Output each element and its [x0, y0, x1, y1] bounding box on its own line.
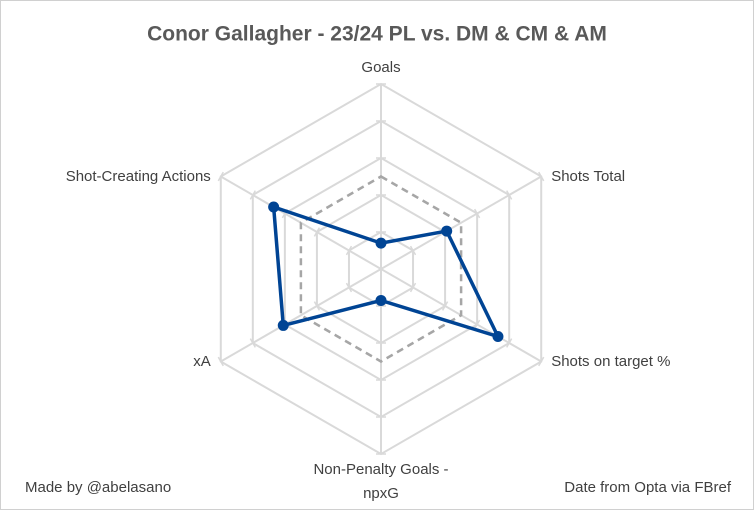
category-label: Shot-Creating Actions	[65, 167, 211, 185]
axis-tick	[538, 171, 545, 182]
axis-tick	[217, 356, 224, 367]
axis-tick	[441, 301, 449, 311]
axis-tick	[473, 208, 481, 219]
data-point	[441, 225, 453, 237]
axis-tick	[345, 245, 353, 256]
footer-left: Made by @abelasano	[25, 479, 171, 496]
axis-tick	[538, 356, 545, 367]
data-point	[277, 319, 289, 331]
axis-tick	[249, 338, 256, 348]
axis-tick	[409, 282, 417, 293]
data-point	[375, 237, 387, 249]
axis-line	[380, 175, 542, 270]
category-label: Non-Penalty Goals - npxG	[313, 461, 449, 502]
category-label: xA	[193, 352, 211, 370]
data-point	[492, 331, 504, 343]
footer-right: Date from Opta via FBref	[564, 479, 732, 496]
axis-tick	[345, 282, 353, 293]
axis-tick	[409, 245, 417, 256]
axis-tick	[313, 227, 321, 237]
axis-tick	[249, 190, 256, 200]
category-label: Shots on target %	[551, 352, 671, 370]
data-point	[268, 201, 280, 213]
chart-title: Conor Gallagher - 23/24 PL vs. DM & CM &…	[147, 23, 607, 46]
axis-tick	[506, 338, 513, 348]
category-label: Goals	[361, 59, 401, 76]
axis-tick	[313, 301, 321, 311]
axis-tick	[506, 190, 513, 200]
reference-line	[299, 175, 463, 363]
data-point	[375, 294, 387, 306]
axis-line	[220, 268, 382, 363]
axis-tick	[473, 319, 481, 330]
axis-tick	[217, 171, 224, 182]
category-label: Shots Total	[551, 167, 626, 185]
